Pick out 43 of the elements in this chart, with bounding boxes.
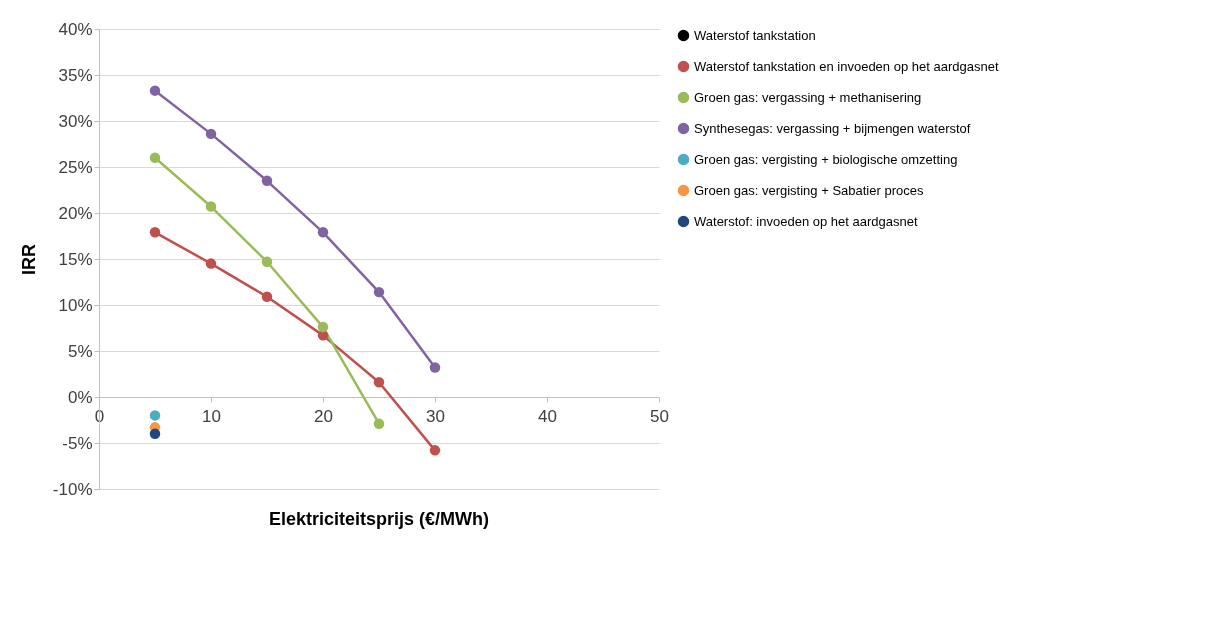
legend-label: Waterstof tankstation <box>694 27 816 43</box>
y-tick-label: 15% <box>58 249 93 269</box>
legend-label: Waterstof: invoeden op het aardgasnet <box>694 213 918 229</box>
point <box>373 418 385 429</box>
legend-label: Waterstof tankstation en invoeden op het aardgasnet <box>694 58 999 74</box>
point <box>205 201 217 212</box>
y-tick-label: -10% <box>52 479 93 499</box>
x-tick-label: 20 <box>314 406 333 426</box>
legend-label: Groen gas: vergisting + biologische omzetting <box>694 151 958 167</box>
legend-label: Synthesegas: vergassing + bijmengen waterstof <box>694 120 971 136</box>
legend-label: Groen gas: vergassing + methanisering <box>694 89 922 105</box>
x-tick-label: 30 <box>426 406 445 426</box>
point <box>373 286 385 298</box>
point <box>149 152 161 164</box>
point <box>205 258 217 269</box>
y-tick-label: 35% <box>58 65 93 85</box>
point <box>317 321 329 333</box>
x-axis-title: Elektriciteitsprijs (€/MWh) <box>268 509 490 529</box>
point <box>149 428 161 440</box>
y-axis-title: IRR <box>18 244 39 275</box>
point <box>205 128 217 140</box>
point <box>261 256 273 267</box>
x-tick-label: 40 <box>538 406 557 426</box>
legend-label: Groen gas: vergisting + Sabatier proces <box>694 182 924 198</box>
y-tick-label: 0% <box>67 387 93 407</box>
y-tick-label: 10% <box>58 295 93 315</box>
point <box>373 377 385 388</box>
point <box>149 85 161 96</box>
point <box>429 362 441 373</box>
y-tick-label: -5% <box>62 433 93 453</box>
point <box>149 227 161 238</box>
x-tick-label: 10 <box>202 406 221 426</box>
y-tick-label: 20% <box>58 203 93 223</box>
point <box>317 227 329 238</box>
point <box>149 410 161 421</box>
x-tick-label: 50 <box>650 406 669 426</box>
point <box>261 175 273 187</box>
y-tick-label: 5% <box>67 341 93 361</box>
y-tick-label: 30% <box>58 111 93 131</box>
point <box>429 445 441 456</box>
point <box>261 291 273 302</box>
y-tick-label: 25% <box>58 157 93 177</box>
y-tick-label: 40% <box>58 19 93 39</box>
